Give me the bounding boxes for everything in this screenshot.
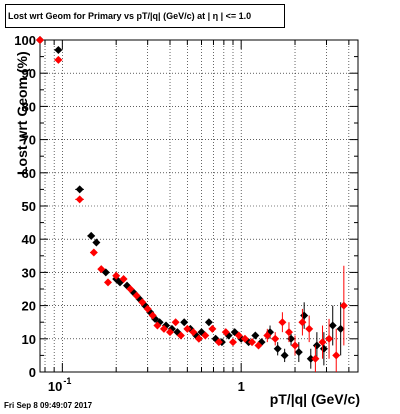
data-point	[204, 318, 213, 327]
data-point	[89, 248, 98, 257]
data-point	[54, 55, 63, 64]
data-point	[294, 348, 303, 357]
data-point	[339, 301, 348, 310]
data-point	[328, 321, 337, 330]
data-point	[143, 304, 152, 313]
data-point	[148, 311, 157, 320]
data-point	[306, 354, 315, 363]
data-point	[176, 331, 185, 340]
data-point	[92, 238, 101, 247]
data-point	[221, 328, 230, 337]
data-point	[208, 324, 217, 333]
data-point	[336, 324, 345, 333]
y-tick-label: 70	[22, 133, 36, 148]
data-point	[278, 318, 287, 327]
data-point	[240, 334, 249, 343]
y-tick-label: 20	[22, 299, 36, 314]
data-point	[298, 318, 307, 327]
data-point	[171, 318, 180, 327]
data-point	[248, 338, 257, 347]
data-point	[166, 328, 175, 337]
data-point	[251, 331, 260, 340]
data-point	[254, 341, 263, 350]
data-point	[201, 331, 210, 340]
data-point	[132, 291, 141, 300]
timestamp-footer: Fri Sep 8 09:49:07 2017	[4, 401, 93, 410]
y-tick-label: 90	[22, 66, 36, 81]
series-1	[36, 36, 348, 372]
data-point	[126, 285, 135, 293]
data-point	[183, 324, 192, 333]
data-point	[194, 334, 203, 343]
data-point	[138, 298, 147, 307]
data-point	[153, 321, 162, 330]
data-point	[54, 45, 63, 54]
data-point	[159, 324, 168, 333]
data-point	[325, 334, 334, 343]
data-point	[36, 36, 44, 44]
data-point	[311, 354, 320, 363]
data-point	[273, 344, 282, 353]
data-point	[291, 341, 300, 350]
data-markers	[36, 36, 348, 372]
y-tick-label: 100	[14, 33, 36, 48]
data-point	[234, 331, 243, 340]
data-point	[263, 331, 272, 340]
x-axis-label: pT/|q| (GeV/c)	[269, 391, 360, 407]
y-tick-label: 60	[22, 166, 36, 181]
chart-title: Lost wrt Geom for Primary vs pT/|q| (GeV…	[5, 4, 285, 28]
data-point	[112, 271, 121, 280]
data-point	[305, 324, 314, 333]
data-point	[332, 351, 341, 360]
data-point	[312, 341, 321, 350]
y-tick-label: 0	[29, 365, 36, 380]
data-point	[228, 338, 237, 347]
data-point	[271, 334, 280, 343]
data-point	[280, 351, 289, 360]
data-point	[87, 231, 96, 240]
data-point	[75, 185, 84, 194]
data-point	[103, 278, 112, 287]
x-tick-label: 10	[48, 379, 62, 394]
data-point	[214, 338, 223, 347]
data-point	[189, 328, 198, 337]
data-point	[97, 265, 106, 274]
y-tick-label: 10	[22, 332, 36, 347]
x-tick-label: 1	[238, 379, 245, 394]
y-tick-label: 40	[22, 232, 36, 247]
data-point	[119, 275, 128, 284]
data-point	[318, 338, 327, 347]
y-tick-label: 80	[22, 99, 36, 114]
data-point	[75, 195, 84, 204]
data-point	[180, 318, 189, 327]
data-point	[319, 344, 328, 353]
x-tick-exponent: -1	[63, 376, 71, 386]
y-tick-label: 30	[22, 265, 36, 280]
y-tick-label: 50	[22, 199, 36, 214]
data-point	[284, 328, 293, 337]
